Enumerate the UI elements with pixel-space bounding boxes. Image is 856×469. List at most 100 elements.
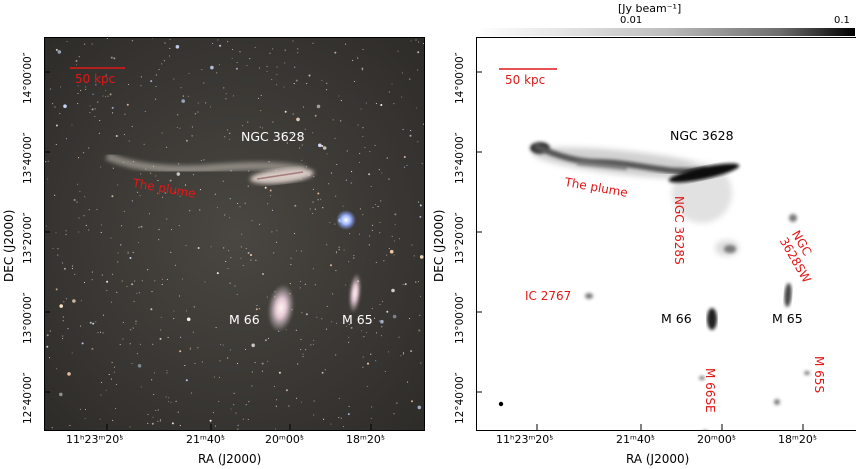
star [128,140,130,142]
star [299,287,301,289]
ytick-left-0: 14°00′00″ [22,52,34,104]
star [293,83,295,85]
star [335,252,337,254]
star [401,72,403,74]
star [163,60,165,62]
star [185,379,188,382]
star [129,426,131,428]
radio-image-panel: 50 kpc NGC 3628 The plume NGC 3628S NGC … [476,37,856,431]
star [127,251,129,253]
star [379,232,381,234]
star [46,334,49,337]
star [362,366,364,368]
star [219,44,222,47]
ytick-right-0: 14°00′00″ [454,52,466,104]
star [233,392,235,394]
star [179,350,182,353]
star [189,347,191,349]
star [144,110,146,112]
star [336,163,338,166]
star [402,353,405,355]
star [272,48,274,50]
star [285,389,288,392]
star [389,249,394,254]
star [409,318,411,320]
colorbar-unit-label: [Jy beam⁻¹] [618,2,682,15]
star [304,283,306,285]
star [55,124,58,127]
star [411,400,413,403]
scale-bar-label: 50 kpc [75,72,116,86]
star [95,84,97,86]
star [259,126,261,128]
star [224,214,226,216]
star [210,65,214,70]
star [328,183,330,185]
star [242,264,244,266]
star [350,182,352,184]
ytick-left-1: 13°40′00″ [22,132,34,184]
star [65,234,67,236]
star [375,261,377,263]
star [126,103,129,106]
star [179,127,181,129]
star [296,117,300,122]
star [417,41,420,43]
star [187,95,189,97]
star [371,229,373,231]
star [394,240,396,242]
ylabel-right: DEC (J2000) [432,209,446,282]
star [166,146,168,148]
star [342,205,344,207]
star [254,46,256,48]
star [239,206,241,208]
star [334,223,336,225]
star [295,79,298,82]
star [261,370,263,372]
star [235,412,237,414]
star [344,284,347,286]
star [326,82,328,84]
star [89,321,92,324]
star [402,129,404,131]
star [110,56,113,59]
xtick-right-2: 20ᵐ00ˢ̇ [697,433,736,446]
star [302,356,304,358]
star [369,150,371,153]
star [345,179,347,181]
label-m66se: M 66SE [703,368,717,413]
star [409,134,412,137]
star [117,261,119,263]
star [397,50,399,52]
star [229,132,231,134]
star [147,413,149,416]
star [369,235,371,237]
star [271,78,273,80]
star [335,270,337,272]
star [159,420,161,422]
star [148,213,150,215]
star [312,268,314,270]
star [313,176,315,178]
star [420,362,422,364]
star [300,250,302,252]
optical-image-panel: 50 kpc NGC 3628 The plume M 66 M 65 [44,37,425,431]
star [297,363,299,365]
star [123,210,125,212]
star [166,278,168,281]
star [402,284,404,286]
star [78,56,80,58]
star [225,260,227,262]
star [106,38,108,39]
star [109,93,112,96]
star [143,143,145,145]
star [381,172,383,174]
star [104,96,107,98]
star [359,233,361,235]
star [300,401,303,403]
star [340,100,342,102]
star [169,38,171,41]
star [111,273,113,275]
star [336,322,338,324]
star [52,103,54,105]
